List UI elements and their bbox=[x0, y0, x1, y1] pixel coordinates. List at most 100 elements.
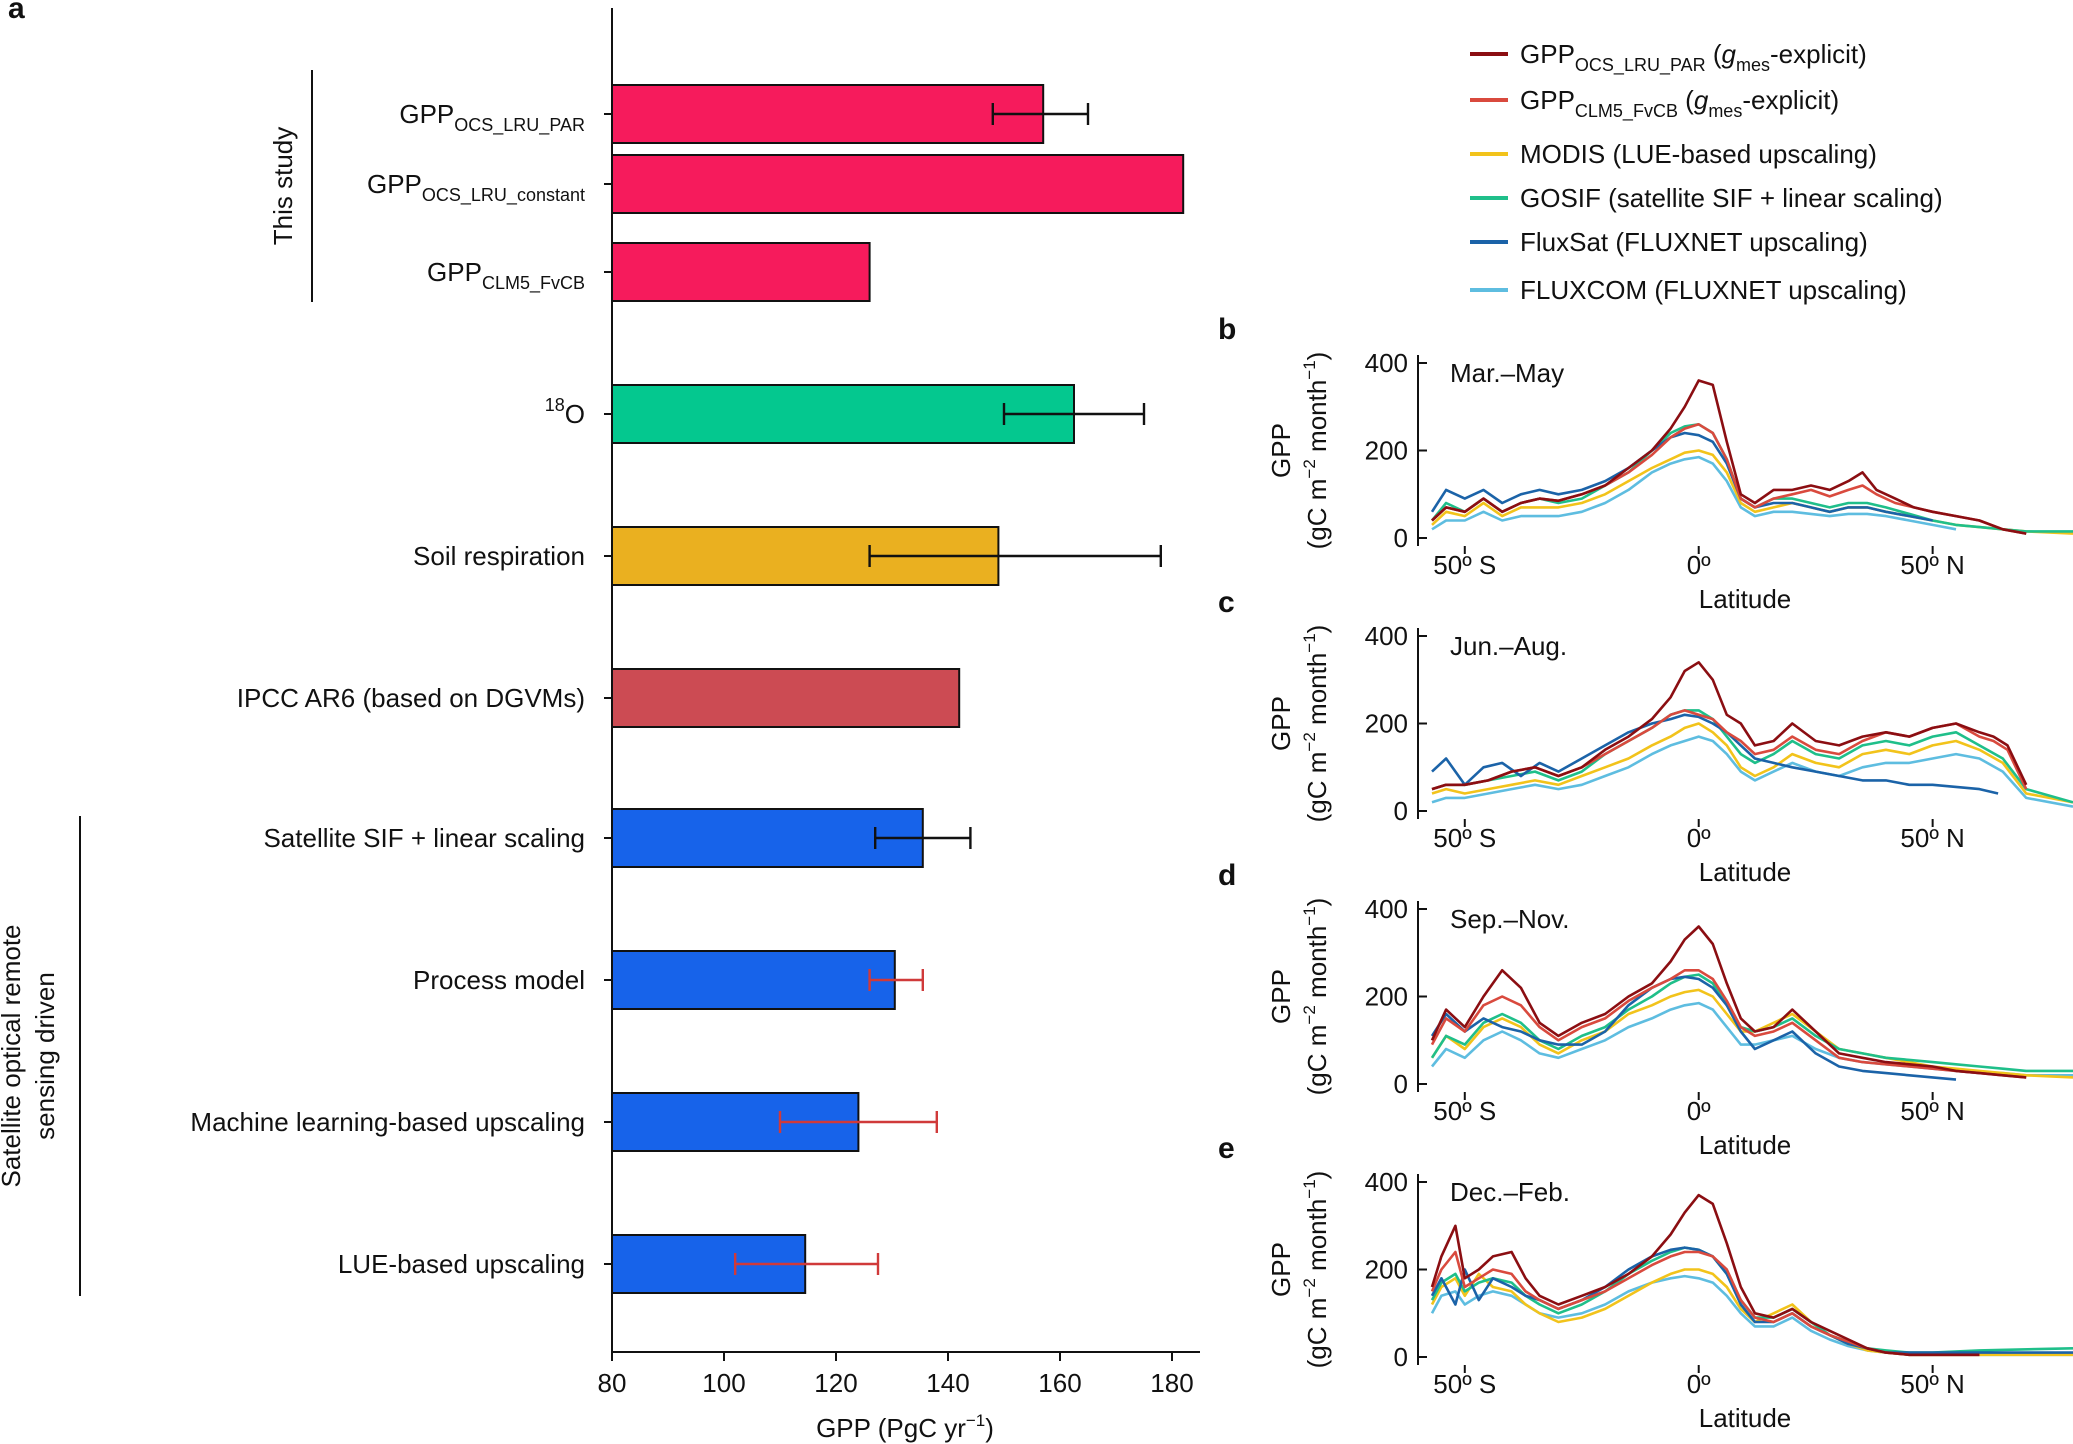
panel-c: c GPP(gC m−2 month−1) 0 200 400 50º S 0º 50º N L… bbox=[1218, 586, 2073, 887]
y-tick-label: 0 bbox=[1394, 1342, 1408, 1372]
legend-label-gsub: mes bbox=[1708, 101, 1742, 121]
legend-label-sub: OCS_LRU_PAR bbox=[1575, 55, 1706, 76]
y-tick-label: 200 bbox=[1365, 1255, 1408, 1285]
y-title-sup1: −2 bbox=[1300, 459, 1319, 478]
y-axis-title-line2: (gC m−2 month−1) bbox=[1300, 625, 1332, 823]
series-line-4 bbox=[1431, 713, 1999, 795]
y-title-close: ) bbox=[1302, 1171, 1332, 1180]
x-tick-label: 50º S bbox=[1433, 1369, 1496, 1399]
panel-letter: e bbox=[1218, 1132, 1235, 1165]
panel-a-label: a bbox=[8, 0, 25, 25]
legend-label-4: FluxSat (FLUXNET upscaling) bbox=[1520, 227, 1868, 257]
bar-2 bbox=[611, 242, 871, 302]
category-label-5: IPCC AR6 (based on DGVMs) bbox=[237, 683, 585, 713]
category-label-sub: OCS_LRU_constant bbox=[422, 185, 585, 206]
x-tick-label: 140 bbox=[926, 1368, 969, 1398]
y-tick-label: 400 bbox=[1365, 894, 1408, 924]
x-tick-label: 50º S bbox=[1433, 550, 1496, 580]
legend-label-g: g bbox=[1694, 85, 1709, 115]
category-label-main: Process model bbox=[413, 965, 585, 995]
legend-label-gsub: mes bbox=[1736, 55, 1770, 75]
x-tick-label: 50º S bbox=[1433, 1096, 1496, 1126]
error-bar-6 bbox=[874, 827, 972, 849]
error-bar-4 bbox=[868, 545, 1163, 567]
panel-d: d GPP(gC m−2 month−1) 0 200 400 50º S 0º 50º N L… bbox=[1218, 859, 2073, 1160]
x-tick-label: 160 bbox=[1038, 1368, 1081, 1398]
category-label-4: Soil respiration bbox=[413, 541, 585, 571]
legend-label-main: GPP bbox=[1520, 85, 1575, 115]
category-label-main: GPP bbox=[367, 169, 422, 199]
legend-label-0: GPPOCS_LRU_PAR (gmes-explicit) bbox=[1520, 39, 1867, 76]
x-axis-title: Latitude bbox=[1699, 584, 1792, 614]
group-label-this-study: This study bbox=[268, 127, 298, 246]
legend-label-main: FLUXCOM (FLUXNET upscaling) bbox=[1520, 275, 1907, 305]
y-title-sup2: −1 bbox=[1300, 906, 1319, 925]
legend-label-main: MODIS (LUE-based upscaling) bbox=[1520, 139, 1877, 169]
y-title-sup1: −2 bbox=[1300, 732, 1319, 751]
category-label-3: 18O bbox=[545, 395, 585, 429]
series-line-0 bbox=[1430, 1193, 1980, 1357]
legend-label-5: FLUXCOM (FLUXNET upscaling) bbox=[1520, 275, 1907, 305]
x-tick-label: 50º S bbox=[1433, 823, 1496, 853]
season-label: Dec.–Feb. bbox=[1450, 1177, 1570, 1207]
legend-label-open: ( bbox=[1706, 39, 1722, 69]
series-line-0 bbox=[1430, 925, 2027, 1079]
y-title-sup1: −2 bbox=[1300, 1005, 1319, 1024]
category-label-8: Machine learning-based upscaling bbox=[190, 1107, 585, 1137]
y-title-mid: month bbox=[1302, 1199, 1332, 1279]
x-axis-title: Latitude bbox=[1699, 857, 1792, 887]
y-title-close: ) bbox=[1302, 625, 1332, 634]
category-label-6: Satellite SIF + linear scaling bbox=[263, 823, 585, 853]
series-line-4 bbox=[1430, 431, 1933, 522]
category-label-1: GPPOCS_LRU_constant bbox=[367, 169, 585, 206]
series-line-2 bbox=[1431, 722, 2073, 804]
bar-chart: GPPOCS_LRU_PARGPPOCS_LRU_constantGPPCLM5… bbox=[0, 8, 1200, 1443]
y-title-mid: month bbox=[1302, 653, 1332, 733]
legend-label-rest: -explicit) bbox=[1742, 85, 1839, 115]
series-line-1 bbox=[1430, 968, 2027, 1079]
y-axis-title-line1: GPP bbox=[1266, 696, 1296, 751]
legend-label-3: GOSIF (satellite SIF + linear scaling) bbox=[1520, 183, 1943, 213]
category-label-sub: CLM5_FvCB bbox=[482, 273, 585, 294]
category-label-main: GPP bbox=[427, 257, 482, 287]
y-title-sup2: −1 bbox=[1300, 1179, 1319, 1198]
y-tick-label: 0 bbox=[1394, 796, 1408, 826]
y-axis-title-line1: GPP bbox=[1266, 423, 1296, 478]
x-axis-title: Latitude bbox=[1699, 1130, 1792, 1160]
y-tick-label: 400 bbox=[1365, 1167, 1408, 1197]
y-tick-label: 200 bbox=[1365, 982, 1408, 1012]
group-label-satellite-line2: sensing driven bbox=[30, 972, 60, 1140]
panel-letter: b bbox=[1218, 313, 1236, 346]
legend-label-main: FluxSat (FLUXNET upscaling) bbox=[1520, 227, 1868, 257]
category-label-main: LUE-based upscaling bbox=[338, 1249, 585, 1279]
category-label-main: Satellite SIF + linear scaling bbox=[263, 823, 585, 853]
series-line-3 bbox=[1430, 973, 2073, 1073]
legend-label-open: ( bbox=[1678, 85, 1694, 115]
bar-7 bbox=[611, 950, 896, 1010]
y-tick-label: 200 bbox=[1365, 709, 1408, 739]
x-axis-title: Latitude bbox=[1699, 1403, 1792, 1433]
legend-label-main: GPP bbox=[1520, 39, 1575, 69]
error-bar-3 bbox=[1002, 403, 1146, 425]
category-label-9: LUE-based upscaling bbox=[338, 1249, 585, 1279]
legend-label-sub: CLM5_FvCB bbox=[1575, 101, 1678, 122]
bar-0 bbox=[611, 84, 1045, 144]
panel-letter: c bbox=[1218, 586, 1235, 619]
x-tick-label: 0º bbox=[1687, 1369, 1711, 1399]
category-label-2: GPPCLM5_FvCB bbox=[427, 257, 585, 294]
x-tick-label: 50º N bbox=[1900, 823, 1964, 853]
category-label-main: Soil respiration bbox=[413, 541, 585, 571]
category-label-main: Machine learning-based upscaling bbox=[190, 1107, 585, 1137]
panel-b: b GPP(gC m−2 month−1) 0 200 400 50º S 0º 50º N L… bbox=[1218, 313, 2073, 614]
y-title-pre: (gC m bbox=[1302, 479, 1332, 550]
x-tick-label: 0º bbox=[1687, 1096, 1711, 1126]
y-title-close: ) bbox=[1302, 352, 1332, 361]
y-tick-label: 400 bbox=[1365, 621, 1408, 651]
series-line-1 bbox=[1430, 1250, 1980, 1357]
legend: GPPOCS_LRU_PAR (gmes-explicit)GPPCLM5_Fv… bbox=[1470, 39, 1943, 305]
y-tick-label: 0 bbox=[1394, 1069, 1408, 1099]
y-title-pre: (gC m bbox=[1302, 752, 1332, 823]
y-tick-label: 200 bbox=[1365, 436, 1408, 466]
y-title-pre: (gC m bbox=[1302, 1025, 1332, 1096]
legend-label-rest: -explicit) bbox=[1770, 39, 1867, 69]
